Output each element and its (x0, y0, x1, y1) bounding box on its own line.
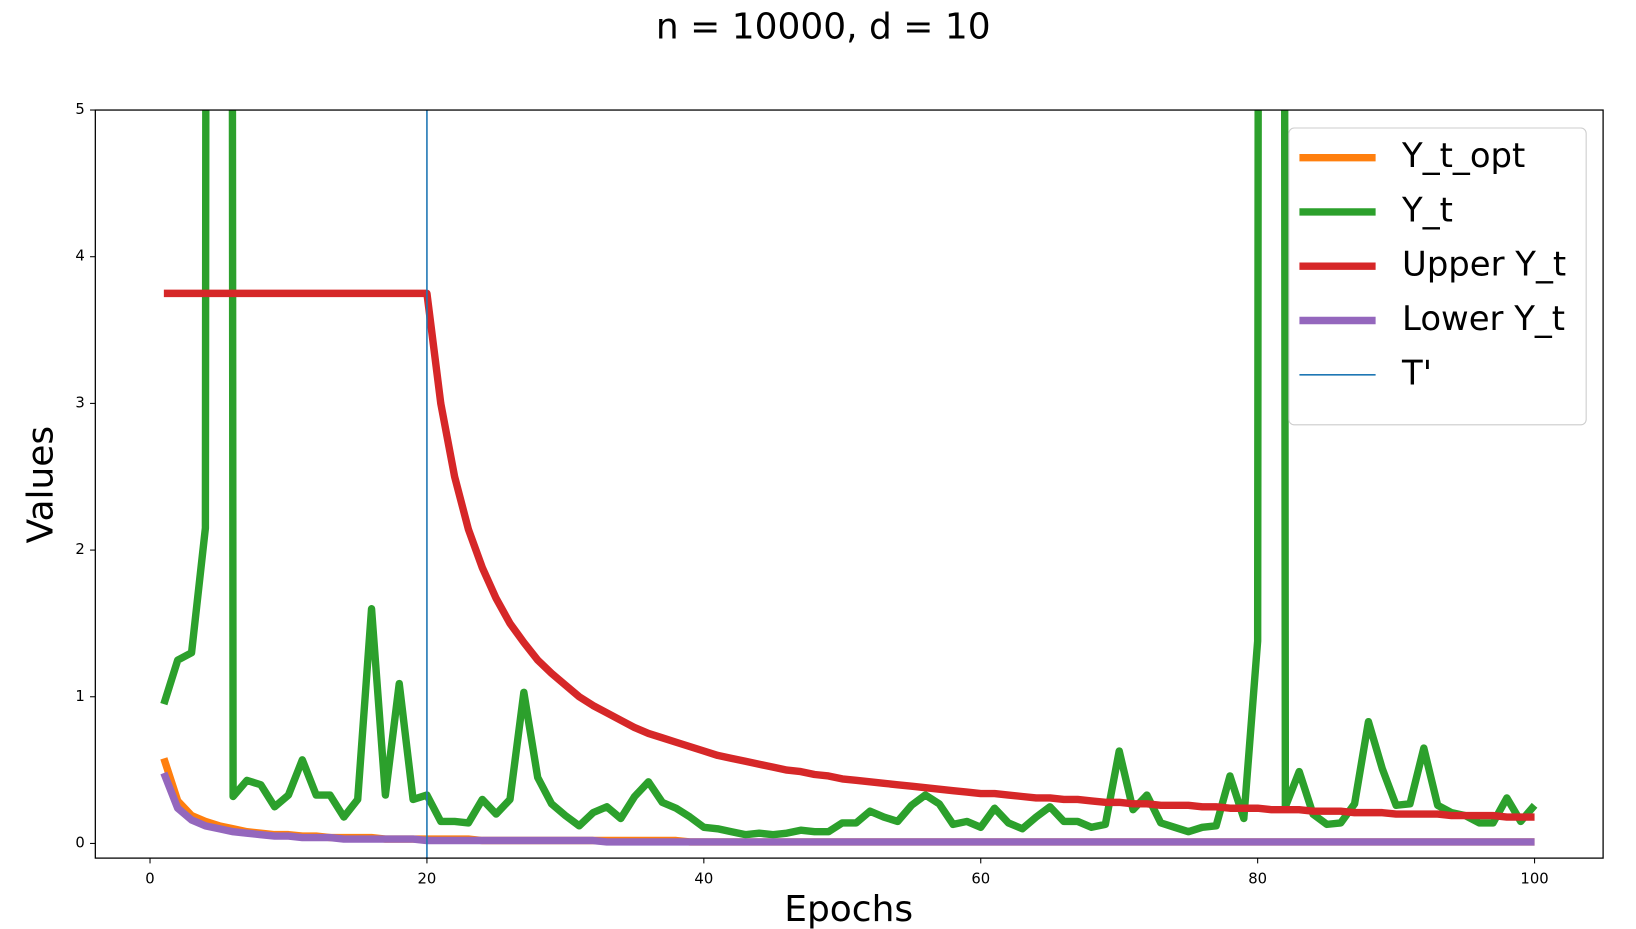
x-tick-label: 60 (971, 870, 990, 887)
legend-label: T' (1401, 353, 1432, 392)
axes-frame (94, 109, 1604, 859)
y-tick-label: 3 (75, 394, 84, 411)
line-series (160, 771, 1535, 846)
legend-label: Y_t (1401, 190, 1453, 229)
legend-label: Y_t_opt (1401, 136, 1525, 175)
chart-title: n = 10000, d = 10 (656, 7, 991, 48)
y-tick-label: 4 (75, 248, 84, 265)
x-tick-label: 100 (1520, 870, 1548, 887)
x-tick-label: 80 (1248, 870, 1267, 887)
plot-area (160, 110, 1538, 859)
y-tick-label: 2 (75, 541, 84, 558)
legend-box (1288, 127, 1587, 426)
y-tick-label: 5 (75, 101, 84, 118)
line-series (160, 110, 1538, 839)
legend-label: Lower Y_t (1402, 299, 1565, 338)
legend-label: Upper Y_t (1402, 245, 1566, 284)
y-tick-label: 1 (75, 688, 84, 705)
x-tick-label: 20 (418, 870, 437, 887)
x-tick-label: 40 (694, 870, 713, 887)
line-series (160, 757, 1535, 846)
y-axis-label: Values (20, 426, 61, 544)
line-series (163, 289, 1535, 821)
y-tick-label: 0 (75, 834, 84, 851)
x-axis-label: Epochs (784, 889, 913, 929)
x-tick-label: 0 (145, 870, 154, 887)
